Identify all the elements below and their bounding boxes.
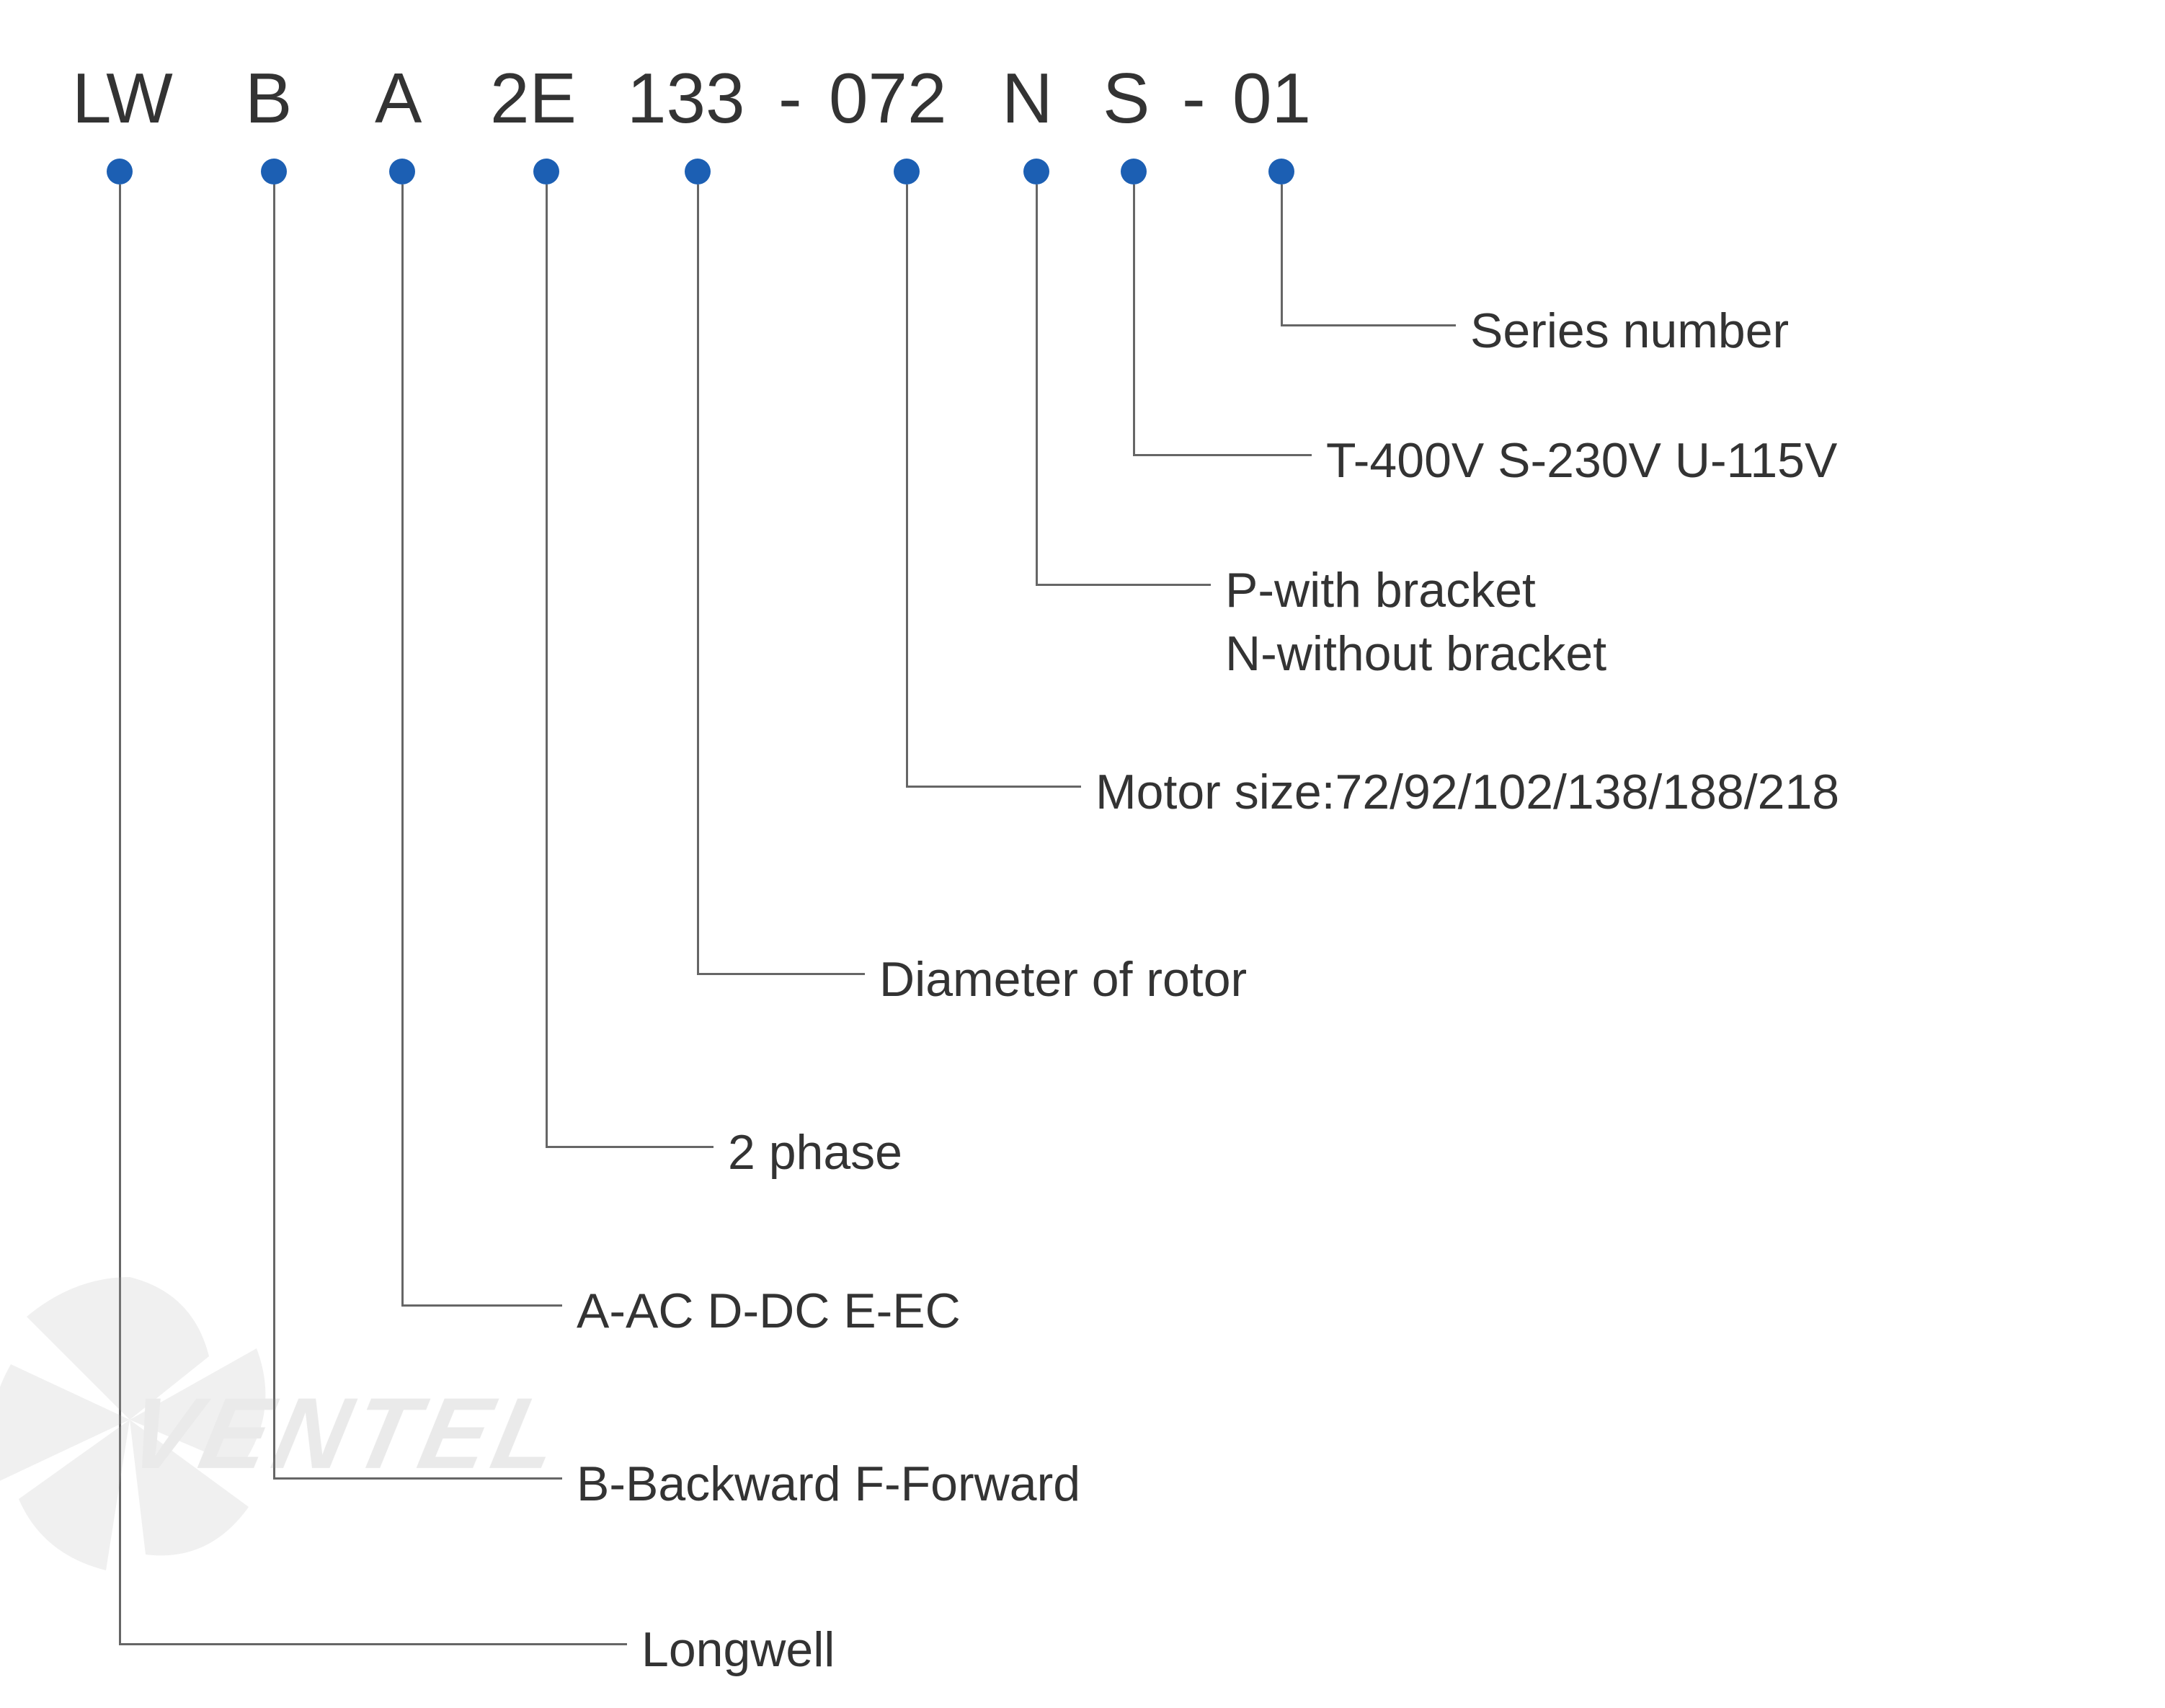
vline-3 [546,184,548,1146]
dot-6 [1023,159,1049,184]
code-seg-0: LW [72,58,173,139]
vline-0 [119,184,121,1643]
dot-7 [1121,159,1147,184]
vline-2 [401,184,404,1304]
desc-6: P-with bracket N-without bracket [1225,559,1606,686]
code-seg-4: 133 [627,58,745,139]
code-seg-5: 072 [829,58,947,139]
desc-0: Longwell [641,1618,835,1681]
vline-1 [273,184,275,1477]
dot-2 [389,159,415,184]
vline-5 [906,184,908,786]
fan-icon [0,1261,288,1578]
diagram-container: LW B A 2E 133 - 072 N S - 01 Series numb… [0,0,2165,1708]
hline-5 [906,786,1081,788]
dot-4 [685,159,711,184]
hline-7 [1133,454,1312,456]
vline-8 [1281,184,1283,324]
dot-1 [261,159,287,184]
code-seg-3: 2E [490,58,577,139]
dot-3 [533,159,559,184]
hline-4 [697,973,865,975]
vline-6 [1036,184,1038,584]
desc-1: B-Backward F-Forward [577,1452,1080,1516]
desc-3: 2 phase [728,1121,902,1184]
dot-5 [894,159,920,184]
hline-6 [1036,584,1211,586]
desc-5: Motor size:72/92/102/138/188/218 [1095,760,1839,824]
code-dash-0: - [778,58,802,139]
watermark-text: VENTEL [117,1375,575,1492]
desc-4: Diameter of rotor [879,948,1247,1011]
code-seg-7: S [1103,58,1150,139]
hline-3 [546,1146,713,1148]
code-seg-1: B [245,58,292,139]
code-dash-1: - [1182,58,1206,139]
vline-4 [697,184,699,973]
vline-7 [1133,184,1135,454]
code-seg-6: N [1002,58,1053,139]
desc-8: Series number [1470,299,1789,362]
code-seg-8: 01 [1232,58,1311,139]
hline-1 [273,1477,562,1480]
dot-8 [1268,159,1294,184]
hline-8 [1281,324,1456,326]
desc-7: T-400V S-230V U-115V [1326,429,1837,492]
code-seg-2: A [375,58,422,139]
hline-0 [119,1643,627,1645]
desc-2: A-AC D-DC E-EC [577,1279,961,1343]
dot-0 [107,159,133,184]
hline-2 [401,1304,562,1307]
